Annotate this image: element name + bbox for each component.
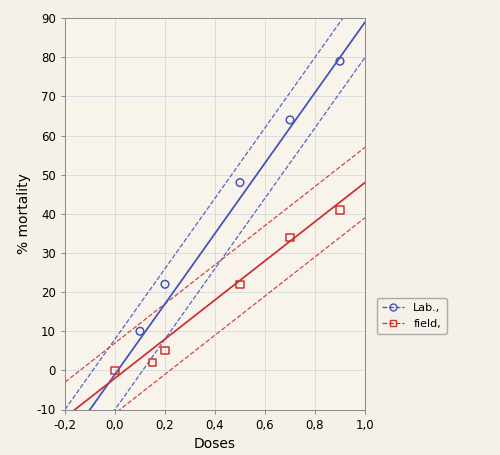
Point <box>336 206 344 213</box>
Point <box>286 234 294 241</box>
Point <box>136 328 144 335</box>
Point <box>336 58 344 65</box>
Point <box>161 347 169 354</box>
Legend: Lab.,, field,: Lab.,, field, <box>376 298 446 334</box>
X-axis label: Doses: Doses <box>194 437 236 451</box>
Point <box>236 179 244 186</box>
Point <box>148 359 156 366</box>
Y-axis label: % mortality: % mortality <box>17 173 31 254</box>
Point <box>236 281 244 288</box>
Point <box>286 116 294 124</box>
Point <box>111 367 119 374</box>
Point <box>161 281 169 288</box>
